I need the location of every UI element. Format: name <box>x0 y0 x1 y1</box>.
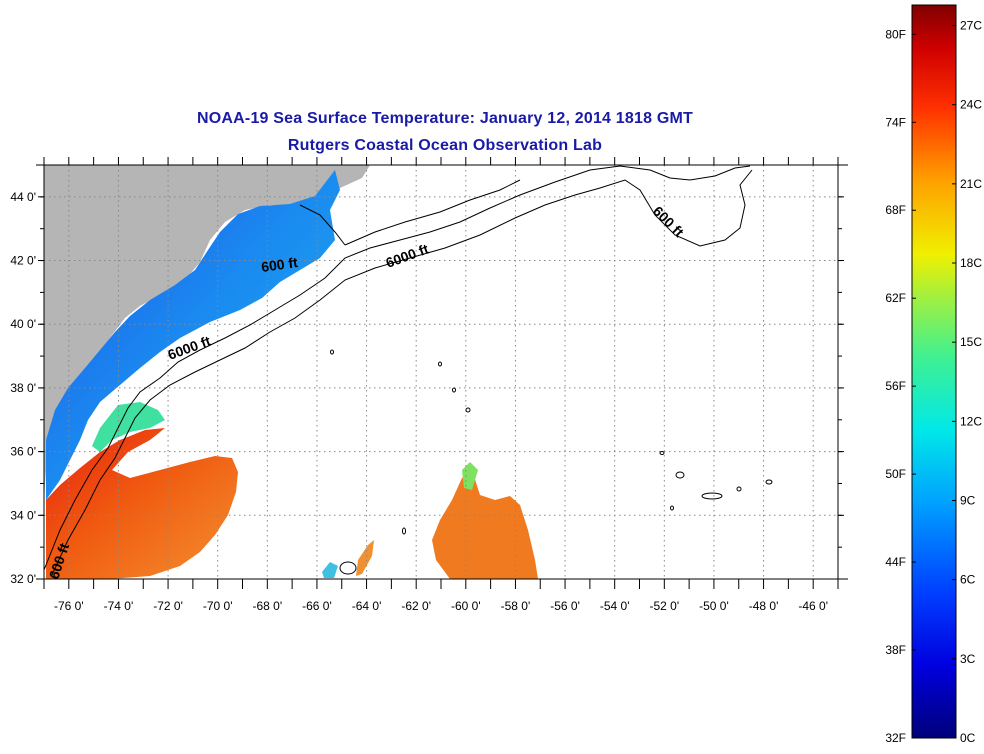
axis-ticks <box>38 157 844 589</box>
colorbar-label-fahrenheit: 32F <box>885 731 906 745</box>
shelf-water-cold <box>46 170 340 500</box>
longitude-labels: -76 0' -74 0' -72 0' -70 0' -68 0' -66 0' -64 … <box>54 599 828 613</box>
longitude-label: -62 0' <box>401 599 431 613</box>
latitude-label: 40 0' <box>10 317 36 331</box>
longitude-label: -64 0' <box>352 599 382 613</box>
colorbar-label-fahrenheit: 74F <box>885 115 906 129</box>
colorbar-label-fahrenheit: 38F <box>885 643 906 657</box>
map-title: NOAA-19 Sea Surface Temperature: January… <box>197 110 693 127</box>
colorbar-label-celsius: 21C <box>960 177 982 191</box>
colorbar-ticks <box>912 25 956 739</box>
colorbar-label-celsius: 6C <box>960 573 976 587</box>
longitude-label: -74 0' <box>104 599 134 613</box>
longitude-label: -56 0' <box>550 599 580 613</box>
colorbar-label-celsius: 18C <box>960 256 982 270</box>
colorbar-label-celsius: 9C <box>960 494 976 508</box>
map-subtitle: Rutgers Coastal Ocean Observation Lab <box>287 137 603 154</box>
longitude-label: -52 0' <box>649 599 679 613</box>
longitude-label: -54 0' <box>600 599 630 613</box>
longitude-label: -50 0' <box>699 599 729 613</box>
latitude-label: 44 0' <box>10 190 36 204</box>
latitude-label: 36 0' <box>10 445 36 459</box>
colorbar-label-celsius: 24C <box>960 98 982 112</box>
colorbar-label-celsius: 15C <box>960 335 982 349</box>
colorbar-label-celsius: 0C <box>960 731 976 745</box>
offshore-green-patch <box>462 462 478 490</box>
colorbar-label-celsius: 27C <box>960 19 982 33</box>
longitude-label: -68 0' <box>252 599 282 613</box>
seamount-outlines <box>330 349 773 575</box>
colorbar-label-fahrenheit: 62F <box>885 291 906 305</box>
colorbar-label-celsius: 12C <box>960 414 982 428</box>
colorbar-label-fahrenheit: 80F <box>885 27 906 41</box>
offshore-small-patch <box>356 540 374 576</box>
longitude-label: -72 0' <box>153 599 183 613</box>
offshore-warm-patch <box>432 470 538 579</box>
offshore-cyan-patch <box>322 562 338 578</box>
latitude-label: 42 0' <box>10 254 36 268</box>
latitude-label: 32 0' <box>10 572 36 586</box>
longitude-label: -66 0' <box>302 599 332 613</box>
shelf-fringe-green <box>92 402 165 452</box>
longitude-label: -48 0' <box>749 599 779 613</box>
longitude-label: -70 0' <box>203 599 233 613</box>
colorbar-label-fahrenheit: 56F <box>885 379 906 393</box>
longitude-label: -60 0' <box>451 599 481 613</box>
latitude-labels: 44 0' 42 0' 40 0' 38 0' 36 0' 34 0' 32 0' <box>10 190 36 586</box>
colorbar-labels: 80F 74F 68F 62F 56F 50F 44F 38F 32F 27C 24C 21C 18C 1… <box>885 19 982 745</box>
gulf-stream-warm <box>46 428 238 579</box>
latitude-label: 34 0' <box>10 508 36 522</box>
latitude-label: 38 0' <box>10 381 36 395</box>
land-mass <box>44 165 370 500</box>
graticule <box>44 165 838 579</box>
colorbar-label-fahrenheit: 68F <box>885 203 906 217</box>
longitude-label: -58 0' <box>501 599 531 613</box>
colorbar-label-celsius: 3C <box>960 652 976 666</box>
bathymetry-contours <box>43 165 753 576</box>
colorbar-label-fahrenheit: 50F <box>885 467 906 481</box>
colorbar-label-fahrenheit: 44F <box>885 555 906 569</box>
longitude-label: -46 0' <box>798 599 828 613</box>
contour-label-600ft-north: 600 ft <box>260 254 299 275</box>
colorbar <box>911 4 957 739</box>
longitude-label: -76 0' <box>54 599 84 613</box>
